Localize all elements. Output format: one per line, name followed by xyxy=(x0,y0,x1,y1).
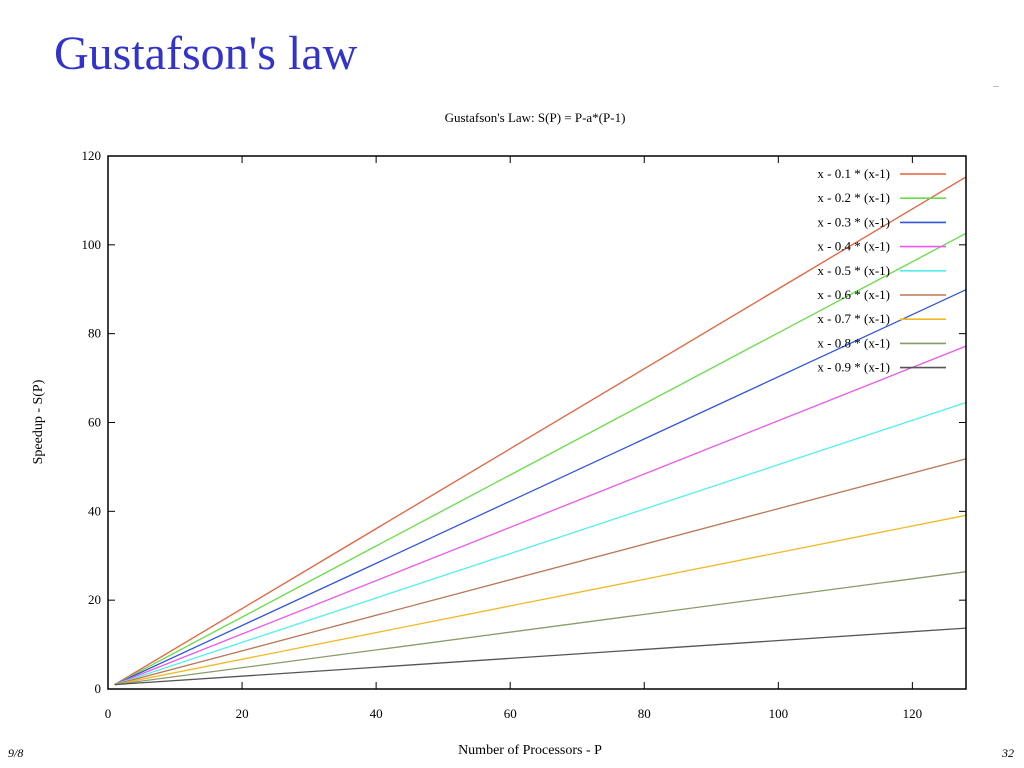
x-tick-label: 0 xyxy=(105,706,112,721)
series-line-3 xyxy=(114,289,967,686)
plot-frame xyxy=(107,155,967,690)
y-tick-label: 80 xyxy=(88,326,101,341)
legend-label-2: x - 0.2 * (x-1) xyxy=(817,190,890,205)
page-number: 32 xyxy=(1002,746,1014,760)
chart-title: Gustafson's Law: S(P) = P-a*(P-1) xyxy=(445,110,626,125)
corner-mark xyxy=(993,86,999,87)
legend-label-1: x - 0.1 * (x-1) xyxy=(817,166,890,181)
legend-label-9: x - 0.9 * (x-1) xyxy=(817,360,890,375)
x-tick-label: 100 xyxy=(769,706,789,721)
series-line-7 xyxy=(114,514,967,686)
x-axis-label: Number of Processors - P xyxy=(458,743,602,758)
legend-label-7: x - 0.7 * (x-1) xyxy=(817,311,890,326)
series-line-5 xyxy=(114,401,967,686)
x-tick-label: 120 xyxy=(903,706,923,721)
y-tick-label: 60 xyxy=(88,415,101,430)
series-line-4 xyxy=(114,345,967,686)
footer-date: 9/8 xyxy=(8,746,24,760)
legend-label-5: x - 0.5 * (x-1) xyxy=(817,263,890,278)
y-tick-label: 40 xyxy=(88,503,101,518)
x-tick-label: 20 xyxy=(236,706,249,721)
series-line-8 xyxy=(114,571,967,686)
y-tick-label: 0 xyxy=(95,681,102,696)
legend-label-8: x - 0.8 * (x-1) xyxy=(817,335,890,350)
x-tick-label: 40 xyxy=(370,706,383,721)
y-tick-label: 120 xyxy=(82,148,102,163)
series-line-1 xyxy=(114,176,967,686)
y-axis-label: Speedup - S(P) xyxy=(31,379,46,464)
legend-label-6: x - 0.6 * (x-1) xyxy=(817,287,890,302)
y-tick-label: 100 xyxy=(82,237,102,252)
x-tick-label: 80 xyxy=(638,706,651,721)
series-line-2 xyxy=(114,232,967,686)
x-tick-label: 60 xyxy=(504,706,517,721)
y-tick-label: 20 xyxy=(88,592,101,607)
series-line-9 xyxy=(114,627,967,686)
series-line-6 xyxy=(114,458,967,686)
legend-label-3: x - 0.3 * (x-1) xyxy=(817,214,890,229)
slide-title: Gustafson's law xyxy=(54,27,358,80)
legend-label-4: x - 0.4 * (x-1) xyxy=(817,239,890,254)
